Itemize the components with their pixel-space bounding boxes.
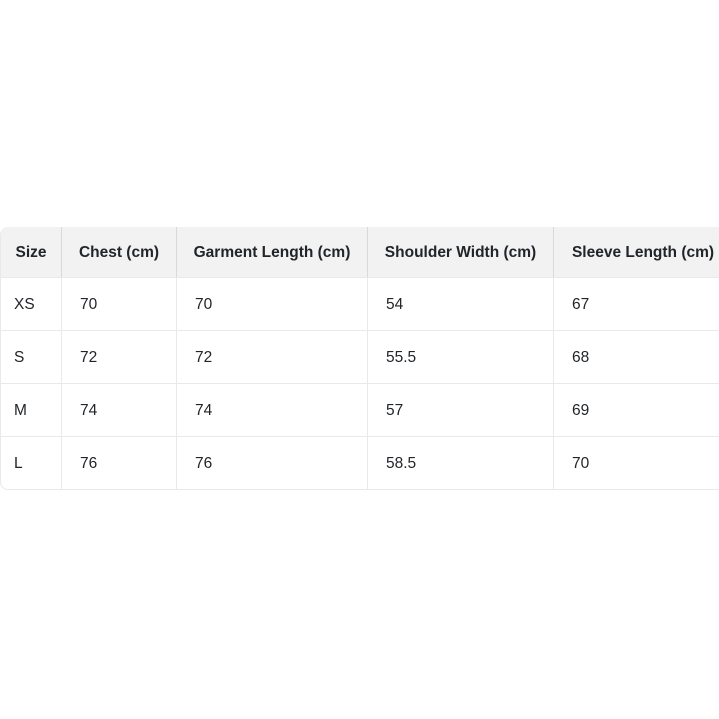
cell-sleeve-length: 68 [553,330,719,383]
cell-chest: 76 [61,436,176,489]
cell-garment-length: 72 [176,330,367,383]
cell-size: XS [1,277,61,330]
cell-sleeve-length: 69 [553,383,719,436]
column-header-sleeve-length: Sleeve Length (cm) [553,227,719,277]
cell-size: M [1,383,61,436]
header-row: Size Chest (cm) Garment Length (cm) Shou… [1,227,719,277]
cell-chest: 70 [61,277,176,330]
cell-garment-length: 74 [176,383,367,436]
cell-garment-length: 76 [176,436,367,489]
cell-sleeve-length: 67 [553,277,719,330]
cell-shoulder-width: 54 [367,277,553,330]
column-header-size: Size [1,227,61,277]
cell-shoulder-width: 57 [367,383,553,436]
cell-size: S [1,330,61,383]
table-row-xs: XS 70 70 54 67 [1,277,719,330]
column-header-chest: Chest (cm) [61,227,176,277]
table-row-l: L 76 76 58.5 70 [1,436,719,489]
column-header-garment-length: Garment Length (cm) [176,227,367,277]
cell-chest: 72 [61,330,176,383]
cell-shoulder-width: 55.5 [367,330,553,383]
cell-garment-length: 70 [176,277,367,330]
table-row-s: S 72 72 55.5 68 [1,330,719,383]
size-chart-container: Size Chest (cm) Garment Length (cm) Shou… [0,227,719,490]
table-row-m: M 74 74 57 69 [1,383,719,436]
cell-shoulder-width: 58.5 [367,436,553,489]
cell-chest: 74 [61,383,176,436]
size-chart-table: Size Chest (cm) Garment Length (cm) Shou… [1,227,719,489]
cell-size: L [1,436,61,489]
cell-sleeve-length: 70 [553,436,719,489]
column-header-shoulder-width: Shoulder Width (cm) [367,227,553,277]
